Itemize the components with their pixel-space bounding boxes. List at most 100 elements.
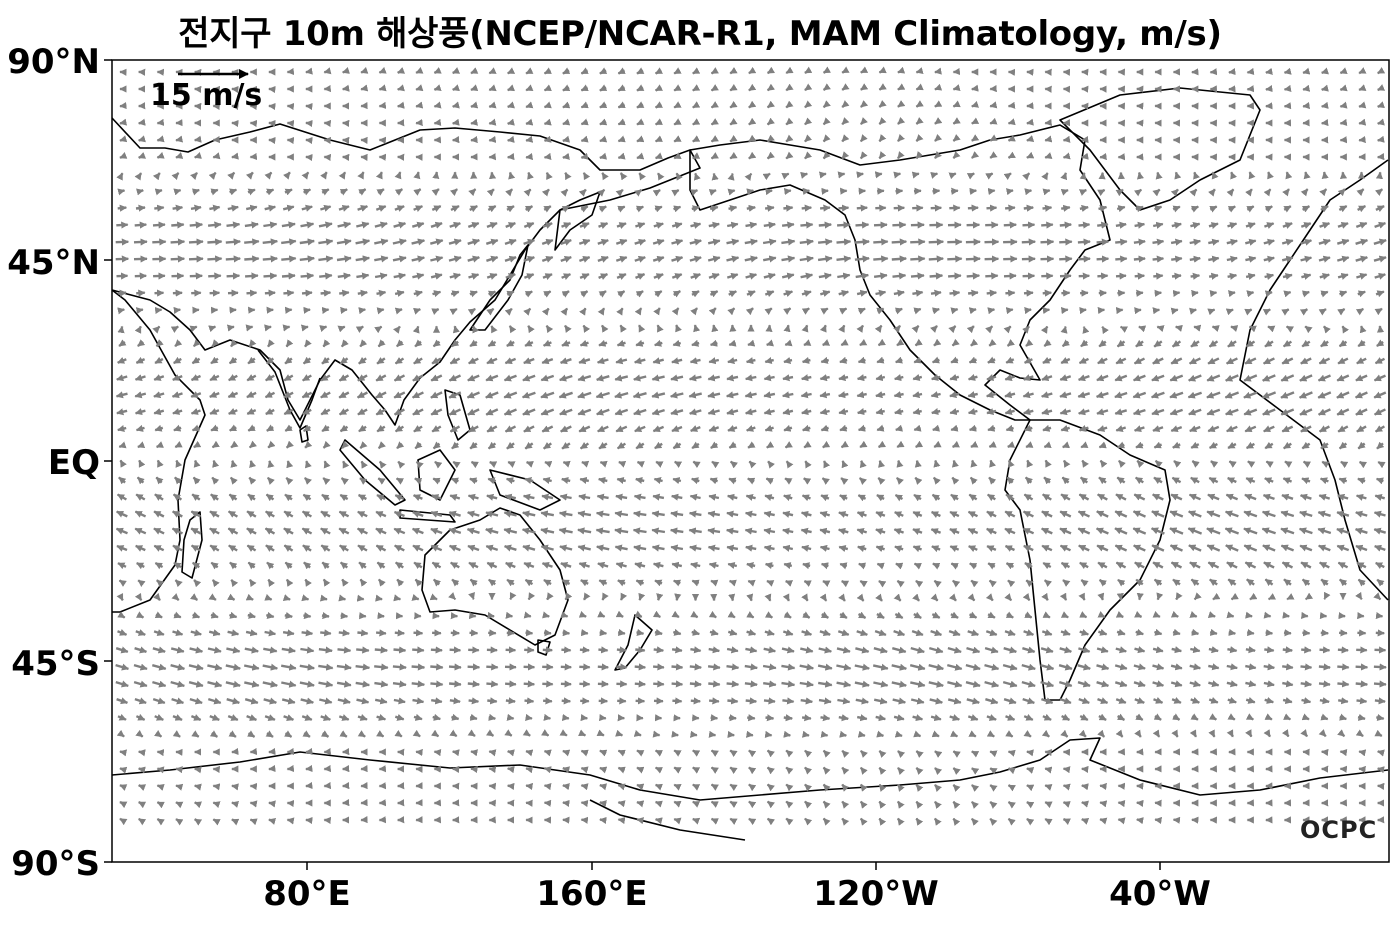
wind-vector <box>1004 510 1016 518</box>
wind-vector <box>1299 308 1308 316</box>
wind-vector <box>839 494 848 502</box>
wind-vector <box>322 339 331 348</box>
wind-vector <box>415 460 424 469</box>
wind-vector <box>915 783 924 792</box>
wind-vector <box>1099 459 1108 468</box>
wind-vector <box>170 663 186 671</box>
wind-vector <box>302 493 312 502</box>
wind-vector <box>1004 408 1015 416</box>
wind-vector <box>1190 696 1200 704</box>
wind-vector <box>303 306 311 314</box>
wind-vector <box>1263 188 1272 197</box>
wind-vector <box>357 714 368 721</box>
wind-vector <box>339 356 349 365</box>
wind-vector <box>1374 221 1387 229</box>
wind-vector <box>266 188 275 196</box>
wind-vector <box>543 629 552 637</box>
wind-vector <box>782 593 790 602</box>
wind-vector <box>1041 592 1049 601</box>
wind-vector <box>615 561 627 569</box>
wind-vector <box>1244 425 1257 433</box>
wind-vector <box>1040 663 1055 671</box>
wind-vector <box>822 100 831 109</box>
wind-vector <box>207 221 222 229</box>
wind-vector <box>764 290 775 298</box>
wind-vector <box>1079 561 1089 569</box>
wind-vector <box>653 646 665 654</box>
wind-vector <box>303 188 312 196</box>
wind-vector <box>1283 67 1292 75</box>
wind-vector <box>968 424 977 432</box>
wind-vector <box>1319 188 1328 197</box>
wind-vector <box>818 680 833 688</box>
wind-vector <box>966 325 975 334</box>
wind-vector <box>285 578 294 587</box>
wind-vector <box>1135 205 1144 213</box>
wind-vector <box>934 150 942 160</box>
wind-vector <box>764 629 775 636</box>
wind-vector <box>1245 477 1256 485</box>
wind-vector <box>579 476 590 484</box>
wind-vector <box>1338 205 1348 213</box>
wind-vector <box>673 800 682 808</box>
wind-vector <box>1245 663 1257 671</box>
wind-vector <box>284 493 293 502</box>
wind-vector <box>636 135 645 143</box>
wind-vector <box>1354 527 1368 535</box>
wind-vector <box>580 205 589 213</box>
wind-vector <box>857 545 867 553</box>
wind-vector <box>635 476 645 484</box>
wind-vector <box>1300 188 1309 197</box>
wind-vector <box>1356 272 1368 280</box>
wind-vector <box>580 152 589 160</box>
wind-vector <box>819 374 830 382</box>
wind-vector <box>1024 307 1032 315</box>
wind-vector <box>320 714 331 721</box>
wind-vector <box>246 527 257 535</box>
wind-vector <box>1062 579 1071 587</box>
wind-vector <box>1282 272 1293 280</box>
wind-vector <box>1358 135 1366 144</box>
wind-vector <box>487 339 497 348</box>
wind-vector <box>819 391 831 399</box>
wind-vector <box>857 730 866 738</box>
wind-vector <box>577 510 592 518</box>
wind-vector <box>134 221 148 229</box>
wind-vector <box>521 391 536 399</box>
wind-vector <box>614 391 629 399</box>
wind-vector <box>801 290 812 297</box>
wind-vector <box>783 424 793 432</box>
wind-vector <box>635 205 644 213</box>
wind-vector <box>507 460 516 468</box>
wind-vector <box>156 459 164 468</box>
wind-vector <box>211 476 220 485</box>
wind-vector <box>116 221 129 229</box>
wind-vector <box>599 84 608 92</box>
wind-vector <box>873 697 888 705</box>
wind-vector <box>431 188 440 196</box>
wind-vector <box>1318 255 1331 263</box>
map-title: 전지구 10m 해상풍(NCEP/NCAR-R1, MAM Climatolog… <box>178 14 1222 54</box>
wind-vector <box>971 784 980 792</box>
wind-vector <box>710 766 719 774</box>
wind-vector <box>875 714 887 722</box>
wind-vector <box>1320 748 1329 756</box>
wind-vector <box>433 749 442 757</box>
wind-vector <box>672 477 682 485</box>
wind-vector <box>193 440 202 449</box>
wind-vector <box>173 356 182 365</box>
wind-vector <box>375 171 383 180</box>
wind-vector <box>930 714 942 722</box>
wind-vector <box>636 84 645 92</box>
wind-vector <box>1115 646 1127 654</box>
wind-vector <box>210 356 219 365</box>
wind-vector <box>932 562 941 570</box>
wind-vector <box>1115 493 1127 501</box>
wind-vector <box>525 84 534 92</box>
wind-vector <box>1227 290 1236 298</box>
wind-vector <box>1040 325 1049 334</box>
wind-vector <box>1040 680 1055 688</box>
wind-vector <box>654 135 663 143</box>
wind-vector <box>244 221 259 229</box>
wind-vector <box>525 152 534 161</box>
